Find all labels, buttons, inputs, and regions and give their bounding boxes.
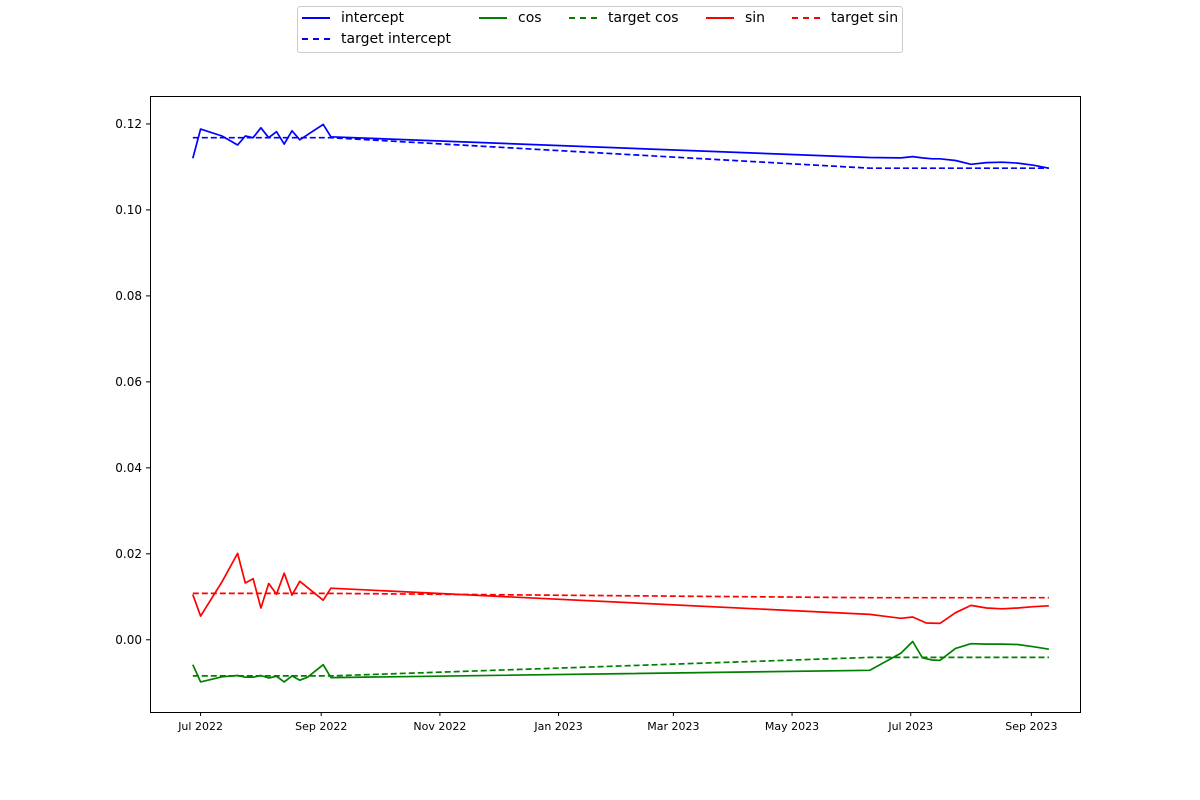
legend-item-target-cos: target cos [569, 10, 679, 26]
legend-item-cos: cos [479, 10, 542, 26]
plot-lines [191, 123, 1050, 683]
y-tick-label: 0.06 [115, 375, 142, 389]
x-tick-label: Jul 2023 [887, 720, 933, 733]
x-tick-label: Jan 2023 [533, 720, 582, 733]
legend-label-cos: cos [518, 10, 542, 26]
legend-label-target-sin: target sin [831, 10, 899, 26]
x-tick-label: Sep 2023 [1005, 720, 1057, 733]
plot-area-frame [150, 96, 1081, 713]
series-line-target-sin [192, 592, 1049, 599]
legend-swatch-target-sin [792, 17, 820, 19]
x-tick-label: Sep 2022 [295, 720, 347, 733]
x-tick-label: May 2023 [765, 720, 819, 733]
x-axis: Jul 2022 Sep 2022 Nov 2022 Jan 2023 Mar 2023… [177, 712, 1057, 733]
series-line-sin [192, 552, 1049, 625]
legend-label-sin: sin [745, 10, 766, 26]
legend-item-target-intercept: target intercept [302, 31, 451, 47]
series-line-cos [192, 640, 1050, 683]
legend-swatch-target-cos [569, 17, 597, 19]
legend-label-target-cos: target cos [608, 10, 679, 26]
y-tick-label: 0.04 [115, 461, 142, 475]
legend-swatch-target-intercept [302, 38, 330, 40]
series-line-target-cos [192, 656, 1049, 677]
y-tick-label: 0.10 [115, 203, 142, 217]
legend-label-intercept: intercept [341, 10, 404, 26]
legend-swatch-cos [479, 17, 507, 19]
y-tick-label: 0.08 [115, 289, 142, 303]
series-line-intercept [191, 123, 1050, 170]
x-tick-label: Mar 2023 [647, 720, 699, 733]
x-tick-label: Nov 2022 [413, 720, 466, 733]
legend-swatch-intercept [302, 17, 330, 19]
legend-item-target-sin: target sin [792, 10, 898, 26]
y-axis: 0.00 0.02 0.04 0.06 0.08 0.10 0.12 [115, 117, 150, 647]
legend-item-intercept: intercept [302, 10, 404, 26]
legend-label-target-intercept: target intercept [341, 31, 452, 47]
legend: intercept target intercept cos target co… [297, 6, 903, 53]
y-tick-label: 0.02 [115, 547, 142, 561]
y-tick-label: 0.00 [115, 633, 142, 647]
x-tick-label: Jul 2022 [177, 720, 223, 733]
series-line-target-intercept [192, 136, 1049, 170]
legend-item-sin: sin [706, 10, 765, 26]
legend-swatch-sin [706, 17, 734, 19]
y-tick-label: 0.12 [115, 117, 142, 131]
